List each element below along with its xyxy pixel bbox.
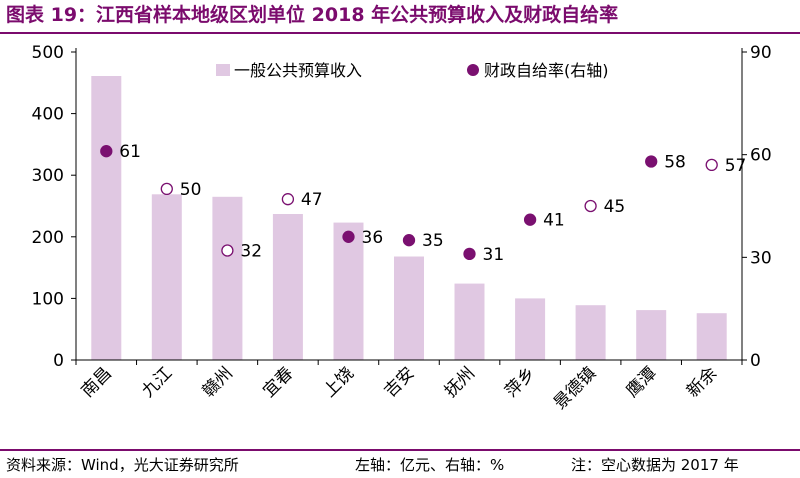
bar bbox=[91, 76, 122, 360]
point-filled bbox=[100, 145, 113, 158]
left-tick-label: 0 bbox=[53, 351, 64, 371]
point-filled bbox=[342, 230, 355, 243]
bar bbox=[151, 194, 182, 360]
left-tick-label: 400 bbox=[32, 105, 64, 125]
x-tick-label: 南昌 bbox=[78, 363, 116, 401]
x-tick-label: 萍乡 bbox=[501, 363, 539, 401]
title-divider bbox=[0, 32, 800, 34]
point-value-label: 58 bbox=[664, 153, 686, 173]
bar bbox=[454, 283, 485, 360]
bar bbox=[333, 222, 364, 360]
x-tick-label: 九江 bbox=[138, 363, 176, 401]
bar bbox=[636, 310, 667, 360]
left-tick-label: 100 bbox=[32, 289, 64, 309]
point-filled bbox=[402, 234, 416, 247]
bar bbox=[272, 214, 303, 360]
point-value-label: 31 bbox=[483, 245, 505, 265]
point-hollow bbox=[160, 182, 173, 196]
point-value-label: 32 bbox=[240, 242, 262, 262]
legend-bar-label: 一般公共预算收入 bbox=[234, 61, 362, 80]
point-hollow bbox=[584, 199, 597, 213]
source-note: 资料来源：Wind，光大证券研究所 bbox=[6, 456, 239, 474]
right-tick-label: 60 bbox=[750, 146, 772, 166]
x-tick-label: 景德镇 bbox=[550, 363, 600, 413]
left-tick-label: 500 bbox=[32, 43, 64, 63]
x-tick-label: 上饶 bbox=[320, 363, 358, 401]
x-tick-label: 鹰潭 bbox=[623, 363, 661, 401]
bar bbox=[394, 256, 424, 360]
legend: 一般公共预算收入 财政自给率(右轴) bbox=[216, 61, 609, 80]
point-value-label: 47 bbox=[301, 190, 323, 210]
legend-point-swatch bbox=[467, 64, 479, 76]
right-tick-label: 0 bbox=[750, 351, 761, 371]
footer-divider bbox=[0, 449, 800, 451]
chart-area: 0 100 200 300 400 500 0 30 60 90 南昌 九江 赣州 宜春 上饶 吉安 抚州 萍乡景… bbox=[32, 43, 772, 414]
bar bbox=[212, 196, 243, 360]
hollow-data-note: 注：空心数据为 2017 年 bbox=[571, 456, 739, 474]
x-tick-label: 吉安 bbox=[380, 363, 418, 401]
x-tick-label: 宜春 bbox=[259, 363, 297, 401]
legend-point-label: 财政自给率(右轴) bbox=[484, 61, 609, 80]
point-series: 61 50 32 47 36 35 31 41 45 58 57 bbox=[100, 142, 747, 265]
point-filled bbox=[523, 213, 537, 226]
point-value-label: 36 bbox=[362, 228, 384, 248]
point-value-label: 45 bbox=[604, 197, 626, 217]
left-tick-label: 300 bbox=[32, 166, 64, 186]
x-tick-label: 赣州 bbox=[199, 363, 237, 401]
bar-series bbox=[91, 76, 727, 360]
point-hollow bbox=[221, 244, 234, 257]
point-hollow bbox=[281, 193, 295, 206]
axis-unit-note: 左轴：亿元、右轴：% bbox=[355, 456, 505, 474]
legend-bar-swatch bbox=[216, 64, 230, 76]
x-tick-label: 抚州 bbox=[441, 363, 479, 401]
right-tick-label: 90 bbox=[750, 43, 772, 63]
x-tick-label: 新余 bbox=[683, 363, 721, 401]
bar bbox=[515, 298, 546, 360]
bar bbox=[575, 305, 606, 360]
bar bbox=[696, 313, 727, 360]
point-value-label: 50 bbox=[180, 180, 202, 200]
point-value-label: 35 bbox=[422, 231, 444, 251]
point-value-label: 57 bbox=[725, 156, 747, 176]
point-value-label: 61 bbox=[119, 142, 141, 162]
point-value-label: 41 bbox=[543, 211, 565, 231]
right-tick-label: 30 bbox=[750, 248, 772, 268]
chart-title: 图表 19：江西省样本地级区划单位 2018 年公共预算收入及财政自给率 bbox=[6, 4, 619, 26]
point-filled bbox=[645, 155, 658, 168]
left-tick-label: 200 bbox=[32, 228, 64, 248]
point-filled bbox=[463, 247, 476, 261]
point-hollow bbox=[705, 158, 718, 172]
